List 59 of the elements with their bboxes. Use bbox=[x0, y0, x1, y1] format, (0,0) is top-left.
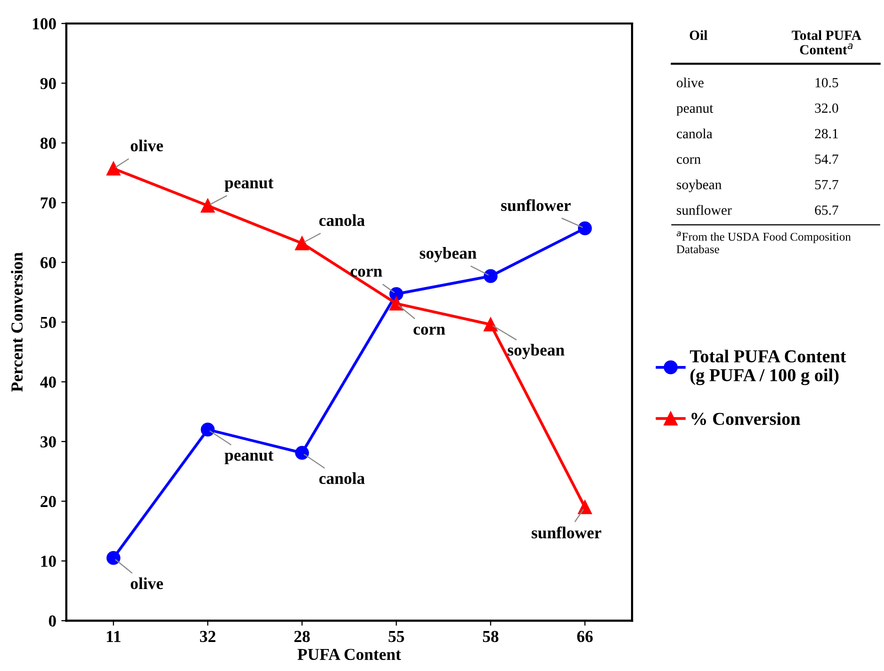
legend-label: % Conversion bbox=[692, 412, 800, 426]
text: $^{a}$From the USDA Food Composition Database bbox=[676, 231, 851, 254]
text: 65.7 bbox=[814, 206, 838, 215]
annotation: soybean bbox=[508, 344, 564, 360]
annotation: olive bbox=[130, 577, 164, 590]
x-tick-label: 28 bbox=[294, 630, 310, 642]
text: 54.7 bbox=[815, 154, 838, 164]
annotation: peanut bbox=[224, 451, 274, 464]
y-tick-label: 90 bbox=[40, 78, 56, 90]
text: 57.7 bbox=[815, 180, 838, 190]
text: 28.1 bbox=[814, 128, 838, 138]
y-tick-label: 20 bbox=[40, 496, 56, 508]
point bbox=[484, 318, 498, 332]
x-tick-label: 32 bbox=[200, 630, 216, 642]
point bbox=[389, 296, 404, 311]
point bbox=[578, 500, 592, 514]
point bbox=[484, 269, 498, 284]
point bbox=[106, 551, 120, 565]
point bbox=[578, 221, 592, 236]
y-tick-label: 0 bbox=[48, 615, 56, 627]
point bbox=[295, 446, 309, 460]
x-tick-label: 58 bbox=[482, 630, 498, 642]
x-tick-label: 66 bbox=[577, 630, 593, 642]
annotation: sunflower bbox=[532, 526, 602, 538]
annotation: soybean bbox=[420, 247, 476, 262]
y-tick-label: 80 bbox=[40, 138, 56, 149]
text: 10.5 bbox=[816, 78, 838, 88]
text: peanut bbox=[676, 104, 714, 116]
annotation: sunflower bbox=[501, 199, 571, 212]
legend-label: Total PUFA Content (g PUFA / 100 g oil) bbox=[690, 350, 846, 386]
y-axis-title: Percent Conversion bbox=[10, 252, 23, 392]
x-axis-title: PUFA Content bbox=[298, 648, 402, 660]
y-tick-label: 60 bbox=[40, 257, 56, 268]
text: canola bbox=[676, 128, 712, 138]
annotation: canola bbox=[319, 214, 365, 226]
text: 32.0 bbox=[815, 103, 838, 113]
annotation: corn bbox=[350, 268, 382, 277]
y-tick-label: 50 bbox=[40, 316, 56, 328]
annotation: peanut bbox=[224, 178, 274, 192]
point bbox=[295, 236, 309, 250]
y-tick-label: 30 bbox=[40, 436, 56, 448]
text: Total PUFA Content$^{a}$ bbox=[792, 30, 862, 54]
annotation: olive bbox=[130, 140, 164, 152]
text: Oil bbox=[690, 30, 708, 40]
y-tick-label: 100 bbox=[32, 18, 56, 30]
annotation: corn bbox=[414, 326, 446, 335]
y-tick-label: 70 bbox=[40, 197, 56, 209]
text: sunflower bbox=[676, 204, 732, 215]
y-tick-label: 10 bbox=[41, 556, 56, 567]
point bbox=[200, 198, 215, 213]
text: corn bbox=[676, 157, 701, 164]
text: soybean bbox=[676, 180, 722, 192]
text: olive bbox=[676, 78, 704, 88]
point bbox=[106, 162, 120, 176]
x-tick-label: 55 bbox=[388, 631, 404, 642]
x-tick-label: 11 bbox=[106, 630, 120, 642]
y-tick-label: 40 bbox=[40, 376, 56, 388]
annotation: canola bbox=[319, 472, 365, 484]
point bbox=[200, 422, 215, 437]
